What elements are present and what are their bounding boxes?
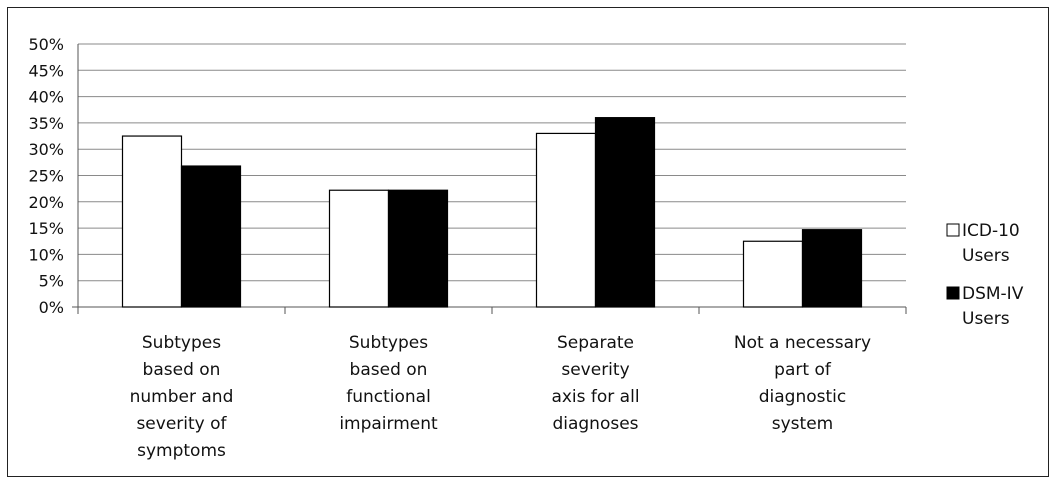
y-tick-label: 5% [39, 272, 64, 291]
x-category-label: Subtypes [142, 333, 221, 353]
x-category-label: functional [346, 387, 431, 407]
x-category-label: system [772, 414, 833, 434]
x-category-label: severity [561, 360, 629, 380]
legend-swatch [946, 223, 960, 237]
bar [328, 189, 390, 308]
x-category-label: diagnoses [552, 414, 638, 434]
y-tick-label: 20% [28, 193, 64, 212]
y-tick-label: 40% [28, 88, 64, 107]
legend-label: ICD-10 [962, 221, 1020, 241]
legend-label: Users [962, 309, 1010, 329]
bar [594, 117, 656, 308]
bar [535, 132, 597, 308]
x-category-label: symptoms [137, 441, 226, 461]
bar [180, 165, 242, 308]
legend-swatch [946, 286, 960, 300]
y-tick-label: 50% [28, 35, 64, 54]
x-category-label: based on [350, 360, 428, 380]
bar [742, 240, 804, 308]
chart-frame [7, 7, 1049, 477]
x-category-label: Not a necessary [734, 333, 871, 353]
y-tick-label: 45% [28, 61, 64, 80]
x-category-label: Subtypes [349, 333, 428, 353]
y-tick-label: 35% [28, 114, 64, 133]
x-category-label: part of [774, 360, 832, 380]
legend-label: Users [962, 246, 1010, 266]
y-tick-label: 10% [28, 245, 64, 264]
y-tick-label: 0% [39, 298, 64, 317]
y-tick-label: 30% [28, 140, 64, 159]
y-tick-label: 25% [28, 167, 64, 186]
legend-label: DSM-IV [962, 284, 1024, 304]
bar [121, 135, 183, 308]
x-category-label: axis for all [551, 387, 639, 407]
bar [387, 189, 449, 308]
x-category-label: based on [143, 360, 221, 380]
x-category-label: number and [130, 387, 234, 407]
x-category-label: severity of [136, 414, 227, 434]
x-category-label: diagnostic [759, 387, 847, 407]
x-category-label: Separate [557, 333, 634, 353]
y-tick-label: 15% [28, 219, 64, 238]
bar [801, 229, 863, 308]
x-category-label: impairment [339, 414, 438, 434]
